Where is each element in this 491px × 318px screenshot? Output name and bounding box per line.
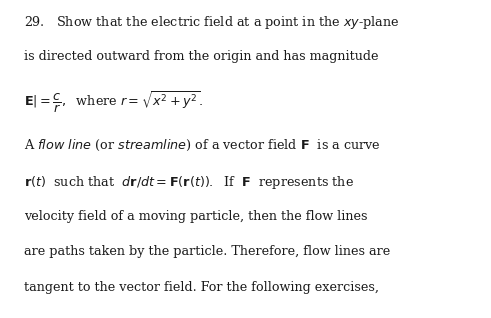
Text: are paths taken by the particle. Therefore, flow lines are: are paths taken by the particle. Therefo…	[24, 245, 390, 258]
Text: velocity field of a moving particle, then the flow lines: velocity field of a moving particle, the…	[24, 210, 367, 223]
Text: show that the given curve $\mathbf{c}(t)$ is a flow line of the given: show that the given curve $\mathbf{c}(t)…	[24, 316, 386, 318]
Text: tangent to the vector field. For the following exercises,: tangent to the vector field. For the fol…	[24, 281, 379, 294]
Text: A $\mathit{flow\ line}$ (or $\mathit{streamline}$) of a vector field $\mathbf{F}: A $\mathit{flow\ line}$ (or $\mathit{str…	[24, 138, 381, 153]
Text: 29.   Show that the electric field at a point in the $xy$-plane: 29. Show that the electric field at a po…	[24, 14, 399, 31]
Text: is directed outward from the origin and has magnitude: is directed outward from the origin and …	[24, 50, 378, 63]
Text: $\mathbf{r}(t)$  such that  $\mathit{d}\mathbf{r}/\mathit{dt} = \mathbf{F}(\math: $\mathbf{r}(t)$ such that $\mathit{d}\ma…	[24, 174, 354, 191]
Text: $\mathbf{E}| = \dfrac{c}{r},$  where $r = \sqrt{x^2+y^2}.$: $\mathbf{E}| = \dfrac{c}{r},$ where $r =…	[24, 90, 202, 115]
